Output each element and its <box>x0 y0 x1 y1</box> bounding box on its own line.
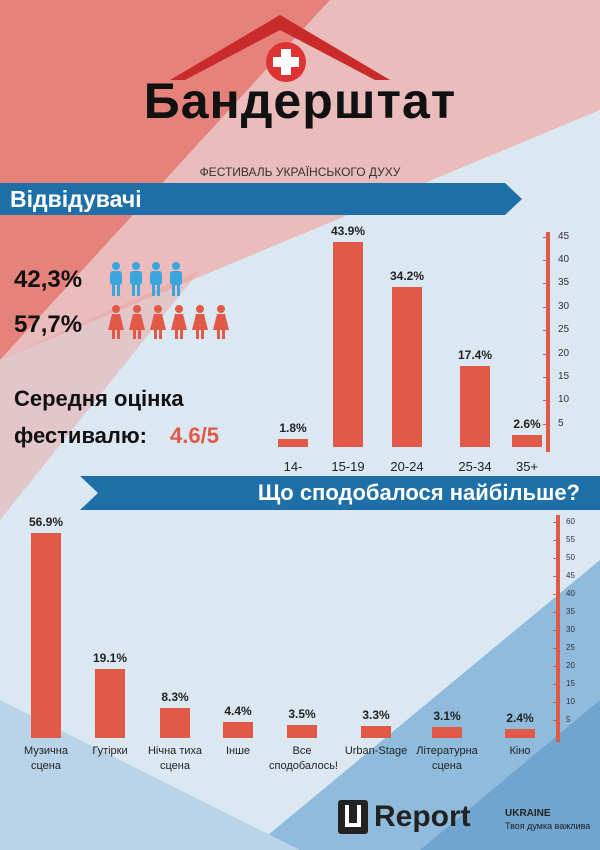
x-tick-label: Літературна сцена <box>416 745 478 772</box>
y-tick-label: 35 <box>566 607 575 617</box>
y-tick-label: 40 <box>566 589 575 599</box>
y-tick-label: 45 <box>558 230 570 242</box>
y-tick-label: 55 <box>566 535 575 545</box>
tick-mark <box>543 260 546 262</box>
y-tick-label: 60 <box>566 517 575 527</box>
value-label: 56.9% <box>28 515 64 530</box>
x-tick-label: Кіно <box>509 745 531 757</box>
bar <box>31 533 61 738</box>
rating-label: фестивалю: <box>14 423 147 448</box>
bar <box>392 287 422 447</box>
x-tick-label: Urban-Stage <box>344 745 408 757</box>
tick-mark <box>553 540 556 542</box>
tick-mark <box>553 720 556 722</box>
rating-value: 4.6/5 <box>170 423 219 448</box>
value-label: 1.8% <box>279 420 307 435</box>
y-tick-label: 20 <box>566 661 575 671</box>
bar <box>223 722 253 738</box>
female-share: 57,7% <box>14 311 83 338</box>
y-tick-label: 25 <box>558 324 570 336</box>
bar <box>512 434 542 447</box>
y-tick-label: 5 <box>566 715 571 725</box>
y-tick-label: 45 <box>566 571 575 581</box>
x-tick-label: 20-24 <box>390 459 424 474</box>
tick-mark <box>543 400 546 402</box>
y-tick-label: 30 <box>558 300 570 312</box>
tick-mark <box>553 612 556 614</box>
x-tick-label: 14- <box>283 459 303 474</box>
festival-title: Бандерштат <box>143 73 457 129</box>
tick-mark <box>543 423 546 425</box>
value-label: 2.4% <box>506 711 534 726</box>
tick-mark <box>553 630 556 632</box>
value-label: 19.1% <box>92 651 128 666</box>
value-label: 4.4% <box>224 704 252 719</box>
tick-mark <box>543 236 546 238</box>
y-tick-label: 15 <box>558 370 570 382</box>
section-heading: Відвідувачі <box>10 186 142 212</box>
tick-mark <box>553 702 556 704</box>
brand-slogan: Твоя думка важлива <box>505 821 591 831</box>
y-tick-label: 10 <box>558 394 570 406</box>
value-label: 2.6% <box>513 416 541 431</box>
tick-mark <box>543 283 546 285</box>
tick-mark <box>553 666 556 668</box>
tick-mark <box>553 558 556 560</box>
x-tick-label: Музична сцена <box>24 745 68 772</box>
bar <box>287 725 317 738</box>
tick-mark <box>543 376 546 378</box>
y-tick-label: 10 <box>566 697 575 707</box>
bar <box>160 708 190 738</box>
value-label: 3.1% <box>433 708 461 723</box>
chart-title: Що сподобалося найбільше? <box>257 480 580 505</box>
value-label: 34.2% <box>389 269 425 284</box>
bar <box>333 241 363 447</box>
bar <box>361 726 391 738</box>
value-label: 3.5% <box>288 707 316 722</box>
value-label: 3.3% <box>362 708 390 723</box>
rating-label: Середня оцінка <box>14 386 184 411</box>
x-tick-label: Гутірки <box>92 745 128 757</box>
x-tick-label: 25-34 <box>458 459 492 474</box>
tick-mark <box>543 306 546 308</box>
x-tick-label: Інше <box>225 745 251 757</box>
bar <box>278 438 308 447</box>
y-tick-label: 50 <box>566 553 575 563</box>
bar <box>505 729 535 738</box>
x-tick-label: 15-19 <box>331 459 365 474</box>
y-tick-label: 20 <box>558 347 570 359</box>
y-tick-label: 40 <box>558 254 570 266</box>
bar <box>95 669 125 738</box>
male-share: 42,3% <box>14 266 83 293</box>
tick-mark <box>553 684 556 686</box>
y-tick-label: 30 <box>566 625 575 635</box>
festival-subtitle: ФЕСТИВАЛЬ УКРАЇНСЬКОГО ДУХУ <box>199 165 401 179</box>
value-label: 8.3% <box>161 690 189 705</box>
tick-mark <box>553 648 556 650</box>
tick-mark <box>553 522 556 524</box>
value-label: 17.4% <box>457 347 493 362</box>
bar <box>460 365 490 447</box>
y-tick-label: 35 <box>558 277 570 289</box>
y-tick-label: 15 <box>566 679 575 689</box>
brand-country: UKRAINE <box>505 808 551 819</box>
x-tick-label: 35+ <box>515 459 539 474</box>
axis-line <box>556 515 560 742</box>
value-label: 43.9% <box>330 223 366 238</box>
bar <box>432 726 462 738</box>
axis-line <box>546 232 550 452</box>
tick-mark <box>553 576 556 578</box>
tick-mark <box>543 353 546 355</box>
tick-mark <box>543 330 546 332</box>
x-tick-label: Нічна тиха сцена <box>147 745 203 772</box>
x-tick-label: Все сподобалось! <box>269 745 338 772</box>
tick-mark <box>553 594 556 596</box>
brand: Report <box>374 800 471 833</box>
y-tick-label: 25 <box>566 643 575 653</box>
y-tick-label: 5 <box>558 417 564 429</box>
